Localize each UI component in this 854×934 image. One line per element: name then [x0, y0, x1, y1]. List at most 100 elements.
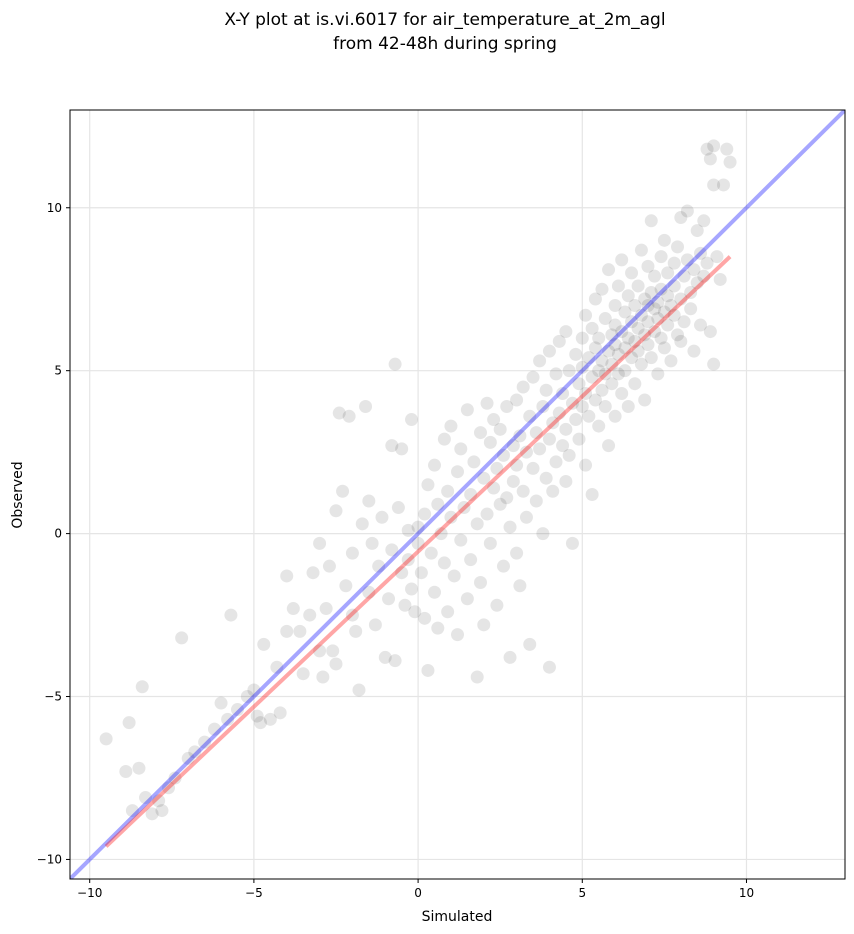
data-point [575, 360, 589, 374]
data-point [503, 520, 517, 534]
data-point [336, 484, 350, 498]
data-point [250, 709, 264, 723]
data-point [470, 670, 484, 684]
data-point [605, 377, 619, 391]
data-point [677, 315, 691, 329]
data-point [451, 465, 464, 479]
data-point [549, 367, 563, 381]
data-point [592, 331, 606, 345]
data-point [122, 716, 136, 730]
data-point [602, 263, 616, 277]
data-point [641, 315, 655, 329]
data-point [207, 722, 221, 736]
plot-frame [69, 109, 846, 880]
data-point [145, 807, 159, 821]
x-axis-label: Simulated [422, 909, 493, 925]
data-point [536, 527, 550, 541]
data-point [378, 650, 392, 664]
data-point [648, 302, 662, 316]
data-point [460, 592, 474, 606]
data-point [546, 484, 560, 498]
data-point [634, 243, 648, 257]
data-point [418, 507, 432, 521]
data-point [585, 321, 599, 335]
data-point [697, 269, 711, 283]
data-point [644, 351, 658, 365]
data-point [677, 269, 691, 283]
data-point [634, 308, 648, 322]
data-point [651, 367, 665, 381]
reference-line [104, 255, 732, 848]
data-point [139, 791, 153, 805]
data-point [395, 566, 409, 580]
data-point [703, 325, 717, 339]
data-point [125, 804, 139, 818]
chart-subtitle: from 42-48h during spring [333, 34, 557, 54]
data-point [421, 478, 435, 492]
data-point [395, 442, 409, 456]
data-point [592, 419, 606, 433]
data-point [539, 471, 553, 485]
data-point [625, 266, 639, 280]
data-point [648, 269, 662, 283]
data-point [694, 318, 708, 332]
data-point [575, 400, 589, 414]
data-point [533, 354, 547, 368]
data-point [319, 602, 333, 616]
data-point [253, 716, 267, 730]
data-point [280, 624, 294, 638]
data-point [428, 458, 442, 472]
data-point [674, 211, 688, 225]
data-point [684, 302, 698, 316]
grid [70, 110, 845, 879]
data-point [556, 386, 570, 400]
data-point [559, 325, 573, 339]
data-point [667, 308, 681, 322]
data-point [424, 546, 438, 560]
data-point [674, 334, 688, 348]
data-point [608, 299, 622, 313]
data-point [451, 628, 464, 642]
data-point [575, 331, 589, 345]
data-point [615, 386, 629, 400]
data-point [588, 292, 602, 306]
data-point [444, 510, 458, 524]
data-point [385, 543, 399, 557]
data-point [542, 344, 556, 358]
data-point [359, 400, 373, 414]
data-point [441, 484, 455, 498]
data-point [345, 546, 359, 560]
data-point [270, 660, 284, 674]
data-point [303, 608, 317, 622]
data-point [421, 663, 435, 677]
data-point [671, 240, 685, 254]
x-tick-label: 0 [414, 886, 422, 900]
data-point [162, 781, 176, 795]
data-point [496, 559, 510, 573]
data-point [628, 377, 642, 391]
data-point [519, 445, 533, 459]
data-point [588, 393, 602, 407]
data-point [565, 536, 579, 550]
data-point [588, 341, 602, 355]
data-point [654, 282, 668, 296]
data-point [716, 178, 730, 192]
data-point [198, 735, 212, 749]
y-tick-label: −5 [44, 690, 62, 704]
data-point [510, 546, 524, 560]
data-point [680, 204, 694, 218]
data-point [641, 338, 655, 352]
y-axis-label: Observed [10, 461, 26, 528]
data-point [483, 435, 497, 449]
data-point [473, 575, 487, 589]
x-tick-label: −5 [245, 886, 263, 900]
data-point [477, 471, 491, 485]
data-point [703, 152, 717, 166]
data-point [273, 706, 287, 720]
y-tick-label: −10 [37, 852, 62, 866]
data-point [657, 233, 671, 247]
data-point [428, 585, 442, 599]
data-point [506, 474, 520, 488]
data-point [579, 386, 593, 400]
data-point [533, 442, 547, 456]
